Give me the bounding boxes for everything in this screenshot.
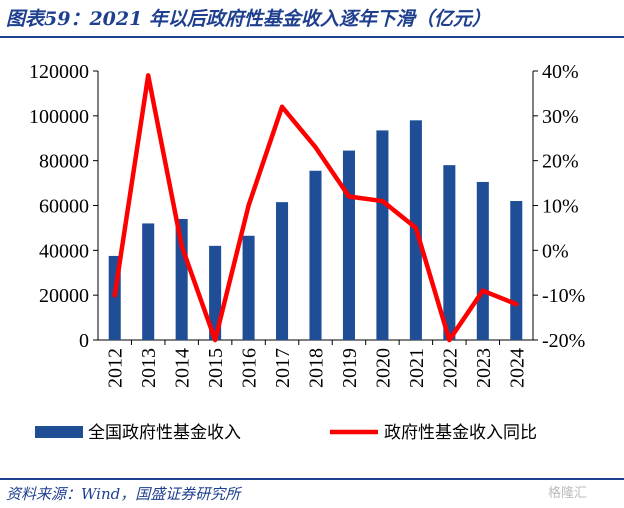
x-tick-label: 2018 bbox=[306, 348, 328, 388]
footer-divider bbox=[0, 478, 624, 480]
title-divider bbox=[0, 36, 624, 38]
line-point bbox=[145, 73, 151, 78]
right-tick-label: 0% bbox=[542, 240, 569, 262]
right-tick-label: -10% bbox=[542, 285, 585, 307]
bar bbox=[342, 150, 355, 340]
x-tick-label: 2016 bbox=[239, 348, 261, 388]
x-tick-label: 2020 bbox=[372, 348, 394, 388]
left-tick-label: 0 bbox=[79, 330, 89, 352]
bar bbox=[309, 170, 322, 340]
legend-label-bar: 全国政府性基金收入 bbox=[88, 423, 241, 443]
bar bbox=[476, 181, 489, 340]
x-tick-label: 2012 bbox=[105, 348, 127, 388]
right-tick-label: 20% bbox=[542, 151, 579, 173]
line-point bbox=[447, 337, 452, 343]
line-point bbox=[112, 292, 117, 298]
x-tick-label: 2013 bbox=[138, 348, 160, 388]
watermark-logo: 格隆汇 bbox=[548, 486, 588, 501]
right-tick-label: -20% bbox=[542, 330, 585, 352]
bar bbox=[376, 130, 389, 340]
line-point bbox=[212, 337, 218, 343]
chart: 0 20000 40000 60000 80000 100000 120000 -20% -10… bbox=[29, 61, 585, 443]
bar bbox=[276, 202, 289, 340]
bar bbox=[510, 201, 523, 340]
left-tick-label: 40000 bbox=[39, 240, 89, 262]
x-tick-label: 2015 bbox=[205, 348, 227, 388]
left-tick-label: 60000 bbox=[39, 196, 89, 218]
bar bbox=[142, 223, 155, 340]
left-tick-label: 20000 bbox=[39, 285, 89, 307]
line-point bbox=[313, 145, 318, 150]
left-tick-label: 120000 bbox=[29, 61, 89, 83]
line-point bbox=[179, 243, 184, 249]
right-tick-label: 40% bbox=[542, 61, 579, 83]
line-point bbox=[413, 225, 419, 231]
x-tick-label: 2022 bbox=[439, 348, 461, 388]
x-tick-label: 2014 bbox=[172, 348, 194, 388]
bar bbox=[242, 235, 255, 340]
source-note: 资料来源：Wind，国盛证券研究所 bbox=[6, 485, 241, 503]
right-tick-label: 30% bbox=[542, 106, 579, 128]
chart-title: 图表59：2021 年以后政府性基金收入逐年下滑（亿元） bbox=[6, 8, 491, 30]
legend-swatch-bar bbox=[35, 426, 83, 438]
x-tick-label: 2023 bbox=[473, 348, 495, 388]
left-tick-label: 80000 bbox=[39, 151, 89, 173]
line-point bbox=[514, 301, 519, 307]
x-tick-label: 2021 bbox=[406, 348, 428, 388]
legend-label-line: 政府性基金收入同比 bbox=[384, 423, 537, 443]
left-tick-label: 100000 bbox=[29, 106, 89, 128]
line-point bbox=[480, 288, 486, 293]
x-tick-label: 2024 bbox=[506, 348, 528, 388]
x-tick-label: 2019 bbox=[339, 348, 361, 388]
x-tick-label: 2017 bbox=[272, 348, 294, 388]
line-point bbox=[346, 194, 352, 199]
bar bbox=[209, 245, 222, 340]
line-point bbox=[380, 198, 385, 204]
bar bbox=[443, 165, 456, 340]
line-point bbox=[279, 104, 285, 110]
legend: 全国政府性基金收入 政府性基金收入同比 bbox=[35, 423, 537, 443]
line-point bbox=[246, 203, 251, 208]
right-tick-label: 10% bbox=[542, 196, 579, 218]
